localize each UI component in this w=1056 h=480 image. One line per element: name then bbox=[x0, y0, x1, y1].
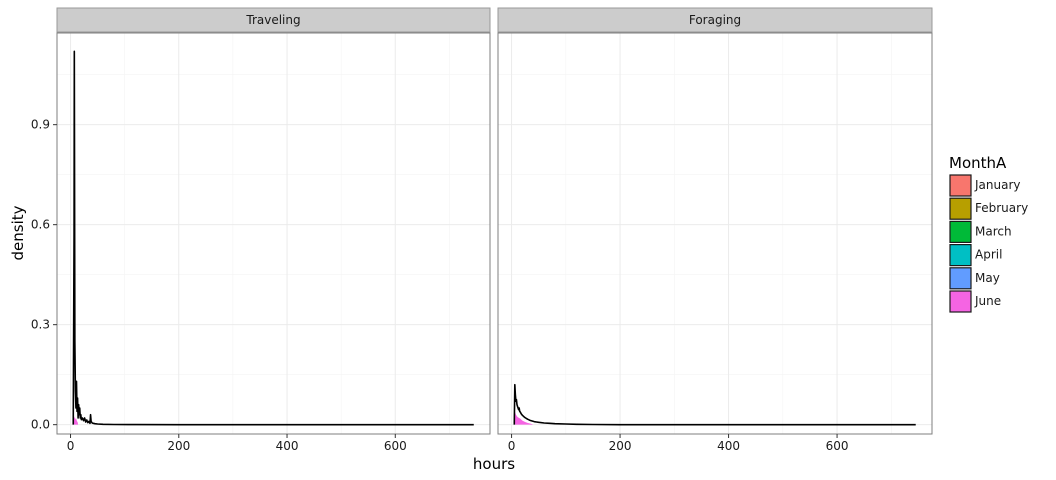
facet-panels: Traveling 0 200 400 600 0.0 0.3 0.6 0.9 Foraging 0… bbox=[31, 7, 933, 453]
x-axis-title: hours bbox=[473, 455, 515, 473]
facet-strip-label: Foraging bbox=[689, 13, 741, 27]
june-density-area bbox=[514, 411, 534, 425]
facet-strip-label: Traveling bbox=[245, 13, 300, 27]
legend-swatch bbox=[949, 244, 972, 267]
legend-label: February bbox=[975, 201, 1028, 215]
legend-item-may: May bbox=[949, 267, 1000, 290]
legend-label: June bbox=[974, 294, 1001, 308]
y-tick-label: 0.9 bbox=[31, 118, 50, 132]
legend-item-january: January bbox=[949, 174, 1021, 197]
y-tick-label: 0.0 bbox=[31, 418, 50, 432]
legend-item-april: April bbox=[949, 244, 1002, 267]
panel-traveling: Traveling 0 200 400 600 0.0 0.3 0.6 0.9 bbox=[31, 7, 491, 453]
x-tick-label: 400 bbox=[276, 439, 299, 453]
facet-strip bbox=[497, 7, 933, 33]
legend-label: April bbox=[975, 248, 1002, 262]
panel-background bbox=[57, 33, 490, 434]
panel-foraging: Foraging 0 200 400 600 bbox=[497, 7, 933, 453]
x-tick-label: 200 bbox=[609, 439, 632, 453]
y-axis-title: density bbox=[9, 205, 27, 260]
panel-border bbox=[56, 32, 491, 435]
legend-item-february: February bbox=[949, 197, 1028, 220]
legend-label: March bbox=[975, 224, 1012, 238]
x-tick-label: 200 bbox=[167, 439, 190, 453]
legend-title: MonthA bbox=[949, 154, 1007, 172]
x-tick-label: 600 bbox=[384, 439, 407, 453]
panel-border bbox=[497, 32, 933, 435]
y-tick-label: 0.6 bbox=[31, 218, 50, 232]
legend-label: May bbox=[975, 271, 1000, 285]
legend-swatch bbox=[949, 197, 972, 220]
legend-label: January bbox=[974, 178, 1021, 192]
legend: MonthA January February March April May June bbox=[949, 154, 1028, 313]
legend-swatch bbox=[949, 174, 972, 197]
panel-background bbox=[498, 33, 932, 434]
june-density-area bbox=[73, 416, 79, 425]
legend-item-june: June bbox=[949, 290, 1001, 313]
density-curve bbox=[72, 50, 474, 426]
x-tick-label: 600 bbox=[826, 439, 849, 453]
y-tick-label: 0.3 bbox=[31, 318, 50, 332]
facet-strip bbox=[56, 7, 491, 33]
legend-swatch bbox=[949, 290, 972, 313]
legend-swatch bbox=[949, 220, 972, 243]
legend-item-march: March bbox=[949, 220, 1012, 243]
x-tick-label: 400 bbox=[717, 439, 740, 453]
x-tick-label: 0 bbox=[67, 439, 75, 453]
x-tick-label: 0 bbox=[508, 439, 516, 453]
legend-swatch bbox=[949, 267, 972, 290]
density-curve bbox=[513, 383, 916, 426]
